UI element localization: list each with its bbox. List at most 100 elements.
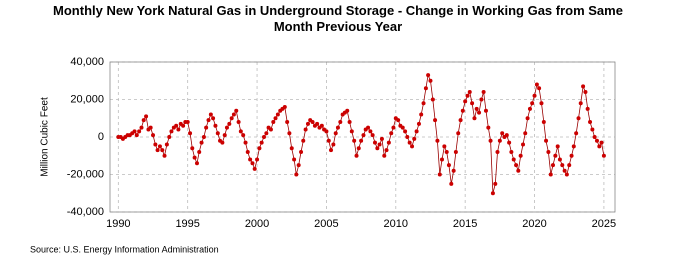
data-point	[435, 138, 440, 143]
data-point	[590, 127, 595, 132]
data-point	[555, 144, 560, 149]
data-point	[257, 146, 262, 151]
data-point	[208, 112, 213, 117]
data-point	[521, 142, 526, 147]
data-point	[534, 82, 539, 87]
data-point	[396, 118, 401, 123]
data-point	[289, 146, 294, 151]
data-point	[456, 131, 461, 136]
data-point	[539, 101, 544, 106]
data-point	[213, 123, 218, 128]
data-point	[151, 133, 156, 138]
data-point	[222, 133, 227, 138]
x-tick-label: 1995	[175, 218, 199, 230]
chart-title: Monthly New York Natural Gas in Undergro…	[53, 3, 623, 34]
data-point	[532, 93, 537, 98]
data-point	[576, 116, 581, 121]
data-point	[268, 127, 273, 132]
data-point	[490, 191, 495, 196]
data-point	[553, 153, 558, 158]
data-point	[236, 120, 241, 124]
data-point	[601, 153, 606, 158]
data-point	[421, 101, 426, 106]
data-point	[410, 144, 415, 149]
data-point	[310, 120, 315, 124]
data-point	[446, 163, 451, 168]
data-point	[220, 140, 225, 145]
data-point	[190, 146, 195, 151]
source-note: Source: U.S. Energy Information Administ…	[30, 244, 219, 254]
data-point	[352, 138, 357, 143]
data-point	[442, 144, 447, 149]
data-point	[451, 168, 456, 173]
data-point	[333, 131, 338, 136]
data-point	[511, 157, 516, 162]
data-point	[578, 101, 583, 106]
data-point	[507, 140, 512, 145]
data-point	[483, 108, 488, 113]
data-point	[354, 153, 359, 158]
data-point	[583, 90, 588, 94]
data-point	[206, 118, 211, 123]
data-point	[319, 123, 324, 128]
data-point	[516, 168, 521, 173]
data-point	[331, 142, 336, 147]
data-point	[597, 144, 602, 149]
data-point	[243, 140, 248, 145]
data-point	[264, 131, 269, 136]
data-point	[347, 120, 352, 124]
data-point	[194, 161, 199, 166]
y-tick-label: 40,000	[70, 56, 104, 68]
data-point	[416, 121, 421, 126]
data-point	[185, 120, 190, 124]
data-point	[564, 172, 569, 177]
data-point	[285, 120, 290, 124]
data-point	[294, 172, 299, 177]
data-point	[560, 163, 565, 168]
data-point	[557, 157, 562, 162]
data-point	[433, 118, 438, 123]
data-point	[571, 144, 576, 149]
data-point	[585, 106, 590, 111]
data-point	[430, 97, 435, 102]
data-point	[326, 138, 331, 143]
data-point	[148, 125, 153, 130]
data-point	[181, 123, 186, 128]
data-point	[201, 135, 206, 139]
data-point	[470, 101, 475, 106]
data-point	[562, 168, 567, 173]
data-point	[192, 155, 197, 160]
x-tick-label: 2015	[453, 218, 477, 230]
x-tick-label: 2025	[592, 218, 616, 230]
data-point	[546, 150, 551, 154]
data-point	[472, 116, 477, 121]
data-point	[518, 153, 523, 158]
data-point	[292, 157, 297, 162]
data-point	[241, 133, 246, 138]
data-point	[169, 129, 174, 134]
data-point	[567, 163, 572, 168]
data-point	[248, 157, 253, 162]
data-point	[157, 144, 162, 149]
data-point	[370, 133, 375, 138]
data-point	[389, 131, 394, 136]
data-point	[525, 116, 530, 121]
data-point	[338, 120, 343, 124]
x-tick-label: 2020	[522, 218, 546, 230]
data-point	[495, 150, 500, 154]
data-point	[303, 127, 308, 132]
data-point	[345, 108, 350, 113]
data-point	[245, 150, 250, 154]
data-point	[479, 97, 484, 102]
data-point	[275, 112, 280, 117]
data-point	[530, 101, 535, 106]
data-point	[405, 135, 410, 139]
data-point	[255, 157, 260, 162]
data-point	[544, 138, 549, 143]
x-tick-label: 2005	[314, 218, 338, 230]
data-point	[386, 140, 391, 145]
data-point	[188, 131, 193, 136]
data-point	[477, 110, 482, 115]
data-point	[250, 161, 255, 166]
